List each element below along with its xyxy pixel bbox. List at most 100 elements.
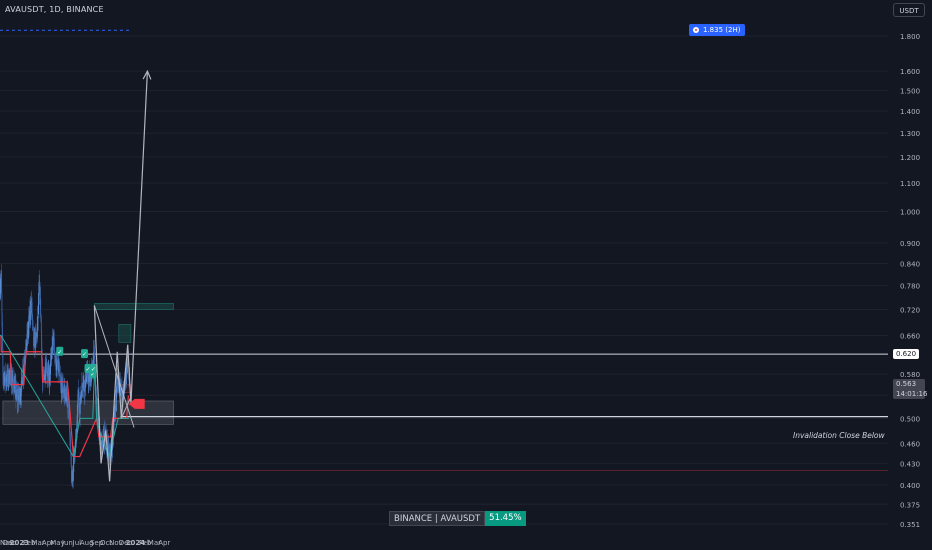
candle-body <box>4 377 6 384</box>
invalidation-note: Invalidation Close Below <box>793 431 885 440</box>
candle-body <box>16 389 18 396</box>
candle-body <box>12 379 14 381</box>
candle-body <box>33 337 35 347</box>
candle-body <box>1 313 3 332</box>
watermark-symbol: BINANCE | AVAUSDT <box>389 511 486 526</box>
candle-body <box>72 469 74 478</box>
candle-body <box>96 404 98 407</box>
y-tick-label: 1.000 <box>900 208 920 216</box>
x-tick-label: Oct <box>100 539 112 547</box>
x-tick-label: Mar <box>32 539 45 547</box>
candle-body <box>35 332 37 335</box>
candle-body <box>97 406 98 420</box>
candle-body <box>70 437 71 449</box>
candle-body <box>126 360 128 362</box>
candle-body <box>22 381 24 386</box>
candle-body <box>0 284 2 289</box>
candle-body <box>89 375 91 382</box>
candle-body <box>107 440 109 442</box>
candle-body <box>7 370 9 381</box>
x-tick-label: Nov <box>0 539 14 547</box>
candle-body <box>32 321 34 327</box>
candle-body <box>83 379 85 387</box>
candle-body <box>10 370 12 385</box>
grid <box>0 35 888 525</box>
buy-signal-label: ✓ <box>85 366 90 373</box>
candle-body <box>76 414 78 426</box>
candle-body <box>20 396 22 397</box>
candle-body <box>37 306 39 319</box>
trend-line <box>93 305 135 428</box>
y-tick-label: 0.580 <box>900 371 920 379</box>
candle-body <box>121 394 123 400</box>
candle-body <box>0 288 1 294</box>
candle-body <box>5 378 7 383</box>
candle-body <box>80 397 82 401</box>
candle-body <box>27 330 29 339</box>
candle-body <box>78 405 80 412</box>
buy-signal-label: ✓ <box>91 366 96 373</box>
candle-body <box>40 317 42 332</box>
currency-button[interactable]: USDT <box>893 3 925 17</box>
candle-body <box>21 377 23 380</box>
candle-body <box>48 369 50 375</box>
candle-body <box>47 371 49 377</box>
candle-body <box>26 343 28 348</box>
candle-body <box>44 368 46 376</box>
candle-body <box>2 372 4 377</box>
alert-label: 1.835 (2H) <box>703 26 741 34</box>
candle-body <box>53 338 55 350</box>
zone-upper <box>94 303 174 310</box>
candle-body <box>30 308 31 315</box>
zone-support <box>2 400 174 425</box>
buy-signal-marker <box>81 349 89 359</box>
candle-body <box>36 327 38 340</box>
candle-body <box>63 392 65 394</box>
candle-body <box>85 377 86 388</box>
candle-body <box>93 351 95 369</box>
candle-body <box>74 442 76 454</box>
candle-body <box>65 389 67 394</box>
candle-body <box>62 384 64 393</box>
candle-body <box>19 397 21 401</box>
y-tick-label: 0.780 <box>900 283 920 291</box>
candle-body <box>66 395 68 403</box>
candle-body <box>20 396 22 398</box>
candle-body <box>1 273 3 295</box>
x-tick-label: 2023 <box>10 539 30 547</box>
candle-body <box>55 358 57 371</box>
candle-body <box>85 372 87 383</box>
x-tick-label: Mar <box>148 539 161 547</box>
candle-body <box>94 352 96 364</box>
indicator-lines: ✓ ✓✓✓✓ <box>0 334 129 459</box>
candle-body <box>37 304 39 307</box>
y-tick-label: 1.600 <box>900 68 920 76</box>
pattern-path <box>93 71 149 482</box>
buy-signal-label: ✓ <box>57 349 62 356</box>
x-tick-label: Nov <box>109 539 123 547</box>
candle-body <box>54 349 56 357</box>
trail-line <box>0 335 129 459</box>
candle-body <box>20 380 22 397</box>
candle-body <box>59 378 61 382</box>
candle-body <box>12 376 14 383</box>
price-alert-label[interactable]: 1.835 (2H) <box>689 24 746 36</box>
level-price-label: 0.620 <box>893 349 920 359</box>
candle-body <box>67 405 69 408</box>
candle-body <box>121 388 123 400</box>
candle-body <box>67 393 69 408</box>
candle-body <box>54 356 56 358</box>
candle-body <box>77 401 79 417</box>
candle-body <box>46 373 48 374</box>
price-axis[interactable]: 1.800 1.600 1.500 1.400 1.300 1.200 1.100 1.000… <box>900 33 920 529</box>
x-tick-label: Dec <box>119 539 133 547</box>
projection-arrowhead <box>142 69 152 80</box>
candle-body <box>19 390 21 401</box>
candle-body <box>116 386 118 399</box>
candle-body <box>26 333 28 344</box>
candle-body <box>81 383 83 386</box>
candle-body <box>18 394 20 396</box>
candle-body <box>44 374 45 380</box>
